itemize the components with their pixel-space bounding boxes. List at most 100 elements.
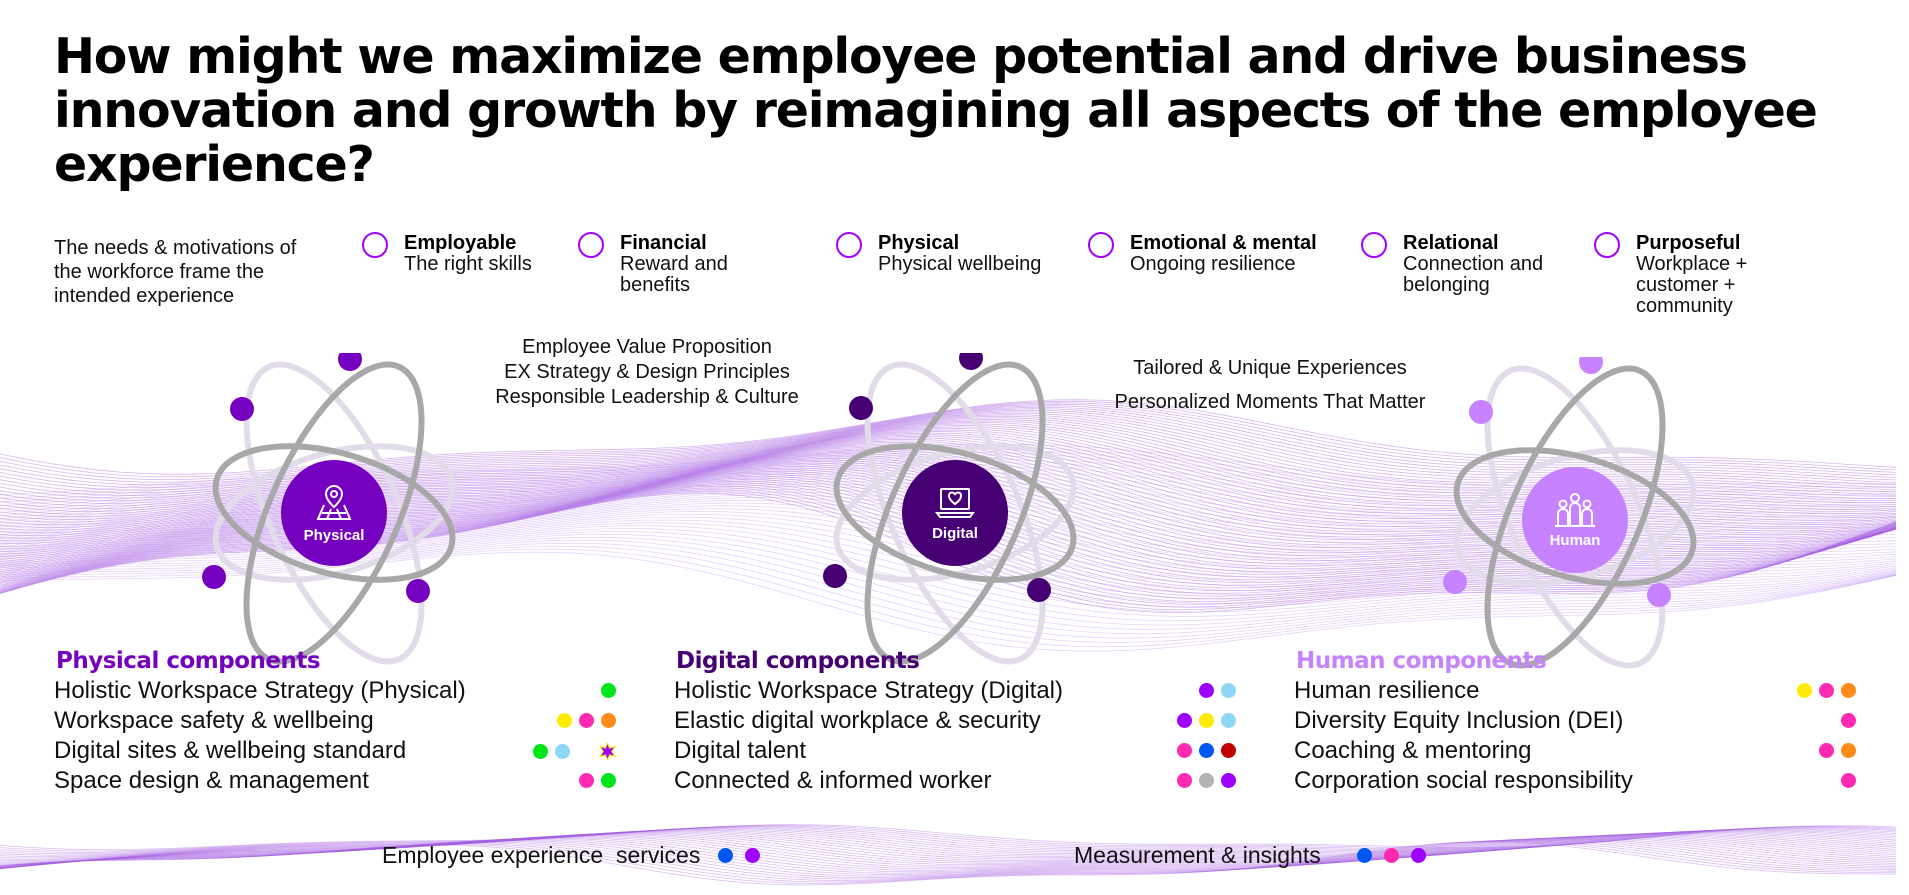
components-heading: Human components xyxy=(1296,648,1547,674)
status-dot xyxy=(1221,743,1236,758)
component-dots xyxy=(1177,713,1236,728)
status-dot xyxy=(1819,683,1834,698)
pillar-label: Physical xyxy=(303,526,365,544)
component-dots xyxy=(1177,773,1236,788)
component-dots xyxy=(533,741,617,762)
atom-physical: Physical xyxy=(194,353,474,673)
component-label: Coaching & mentoring xyxy=(1294,737,1532,764)
need-name: Physical xyxy=(878,232,960,254)
component-row: Holistic Workspace Strategy (Physical) xyxy=(54,676,616,706)
component-row: Elastic digital workplace & security xyxy=(674,706,1236,736)
status-dot xyxy=(1177,743,1192,758)
component-dots xyxy=(557,713,616,728)
pillar-label: Digital xyxy=(932,524,978,542)
pillar-core: Digital xyxy=(902,460,1008,566)
center-line: Employee Value Proposition xyxy=(522,336,772,358)
need-desc: Physical wellbeing xyxy=(878,253,1042,275)
status-dot xyxy=(601,773,616,788)
component-label: Elastic digital workplace & security xyxy=(674,707,1041,734)
circle-icon xyxy=(578,232,604,258)
component-dots xyxy=(1841,773,1856,788)
orbit-node xyxy=(959,353,983,370)
circle-icon xyxy=(1361,232,1387,258)
component-row: Coaching & mentoring xyxy=(1294,736,1856,766)
people-icon xyxy=(1555,492,1595,527)
circle-icon xyxy=(1088,232,1114,258)
status-dot xyxy=(1199,743,1214,758)
status-dot xyxy=(1797,683,1812,698)
component-row: Digital sites & wellbeing standard xyxy=(54,736,617,766)
status-dot xyxy=(1841,713,1856,728)
component-label: Holistic Workspace Strategy (Digital) xyxy=(674,677,1064,704)
status-dot xyxy=(745,848,761,863)
footer-measurement: Measurement & insights xyxy=(1074,842,1426,869)
status-dot xyxy=(1356,848,1372,863)
need-desc: The right skills xyxy=(404,253,532,275)
component-dots xyxy=(1797,683,1856,698)
orbit-node xyxy=(202,565,226,589)
component-label: Holistic Workspace Strategy (Physical) xyxy=(54,677,466,704)
footer-dots xyxy=(718,848,761,863)
footer-services: Employee experience services xyxy=(382,842,761,869)
need-name: Purposeful xyxy=(1636,232,1741,254)
component-label: Corporation social responsibility xyxy=(1294,767,1633,794)
orbit-node xyxy=(406,579,430,603)
orbit-node xyxy=(230,397,254,421)
pillar-core: Physical xyxy=(281,460,387,566)
component-row: Diversity Equity Inclusion (DEI) xyxy=(1294,706,1856,736)
components-physical: Physical components Holistic Workspace S… xyxy=(54,646,617,796)
orbit-node xyxy=(823,564,847,588)
status-dot xyxy=(555,744,570,759)
component-dots xyxy=(1199,683,1236,698)
center-text-right: Tailored & Unique Experiences Personaliz… xyxy=(1090,351,1450,419)
star-icon xyxy=(598,741,617,762)
atom-digital: Digital xyxy=(815,353,1095,673)
component-dots xyxy=(1841,713,1856,728)
component-row: Corporation social responsibility xyxy=(1294,766,1856,796)
status-dot xyxy=(601,713,616,728)
need-name: Financial xyxy=(620,232,707,254)
footer-label: Employee experience services xyxy=(382,842,701,868)
status-dot xyxy=(1199,713,1214,728)
component-dots xyxy=(579,773,616,788)
component-label: Connected & informed worker xyxy=(674,767,992,794)
orbit-node xyxy=(1027,578,1051,602)
status-dot xyxy=(601,683,616,698)
status-dot xyxy=(1841,773,1856,788)
orbit-node xyxy=(1469,400,1493,424)
status-dot xyxy=(1410,848,1426,863)
need-desc: Connection and belonging xyxy=(1403,253,1544,296)
status-dot xyxy=(1221,773,1236,788)
status-dot xyxy=(1199,683,1214,698)
need-desc: Reward and benefits xyxy=(620,253,728,296)
component-label: Digital sites & wellbeing standard xyxy=(54,737,407,764)
orbit-node xyxy=(338,353,362,371)
map-pin-icon xyxy=(316,484,352,520)
circle-icon xyxy=(1594,232,1620,258)
page-title: How might we maximize employee potential… xyxy=(54,28,1818,193)
status-dot xyxy=(718,848,734,863)
status-dot xyxy=(1199,773,1214,788)
component-row: Digital talent xyxy=(674,736,1236,766)
laptop-heart-icon xyxy=(935,487,975,518)
component-row: Human resilience xyxy=(1294,676,1856,706)
component-dots xyxy=(1177,743,1236,758)
components-human: Human components Human resilience Divers… xyxy=(1294,646,1856,796)
orbit-node xyxy=(1647,583,1671,607)
status-dot xyxy=(1177,773,1192,788)
need-desc: Ongoing resilience xyxy=(1130,253,1296,275)
status-dot xyxy=(1221,683,1236,698)
atom-human: Human xyxy=(1435,357,1715,677)
component-row: Space design & management xyxy=(54,766,616,796)
component-label: Workspace safety & wellbeing xyxy=(54,707,374,734)
status-dot xyxy=(579,773,594,788)
components-heading: Physical components xyxy=(56,648,321,674)
footer-label: Measurement & insights xyxy=(1074,842,1321,868)
center-line: Personalized Moments That Matter xyxy=(1114,391,1426,413)
component-dots xyxy=(1819,743,1856,758)
component-label: Diversity Equity Inclusion (DEI) xyxy=(1294,707,1624,734)
need-name: Emotional & mental xyxy=(1130,232,1317,254)
components-digital: Digital components Holistic Workspace St… xyxy=(674,646,1236,796)
footer-dots xyxy=(1356,848,1426,863)
components-heading: Digital components xyxy=(676,648,920,674)
